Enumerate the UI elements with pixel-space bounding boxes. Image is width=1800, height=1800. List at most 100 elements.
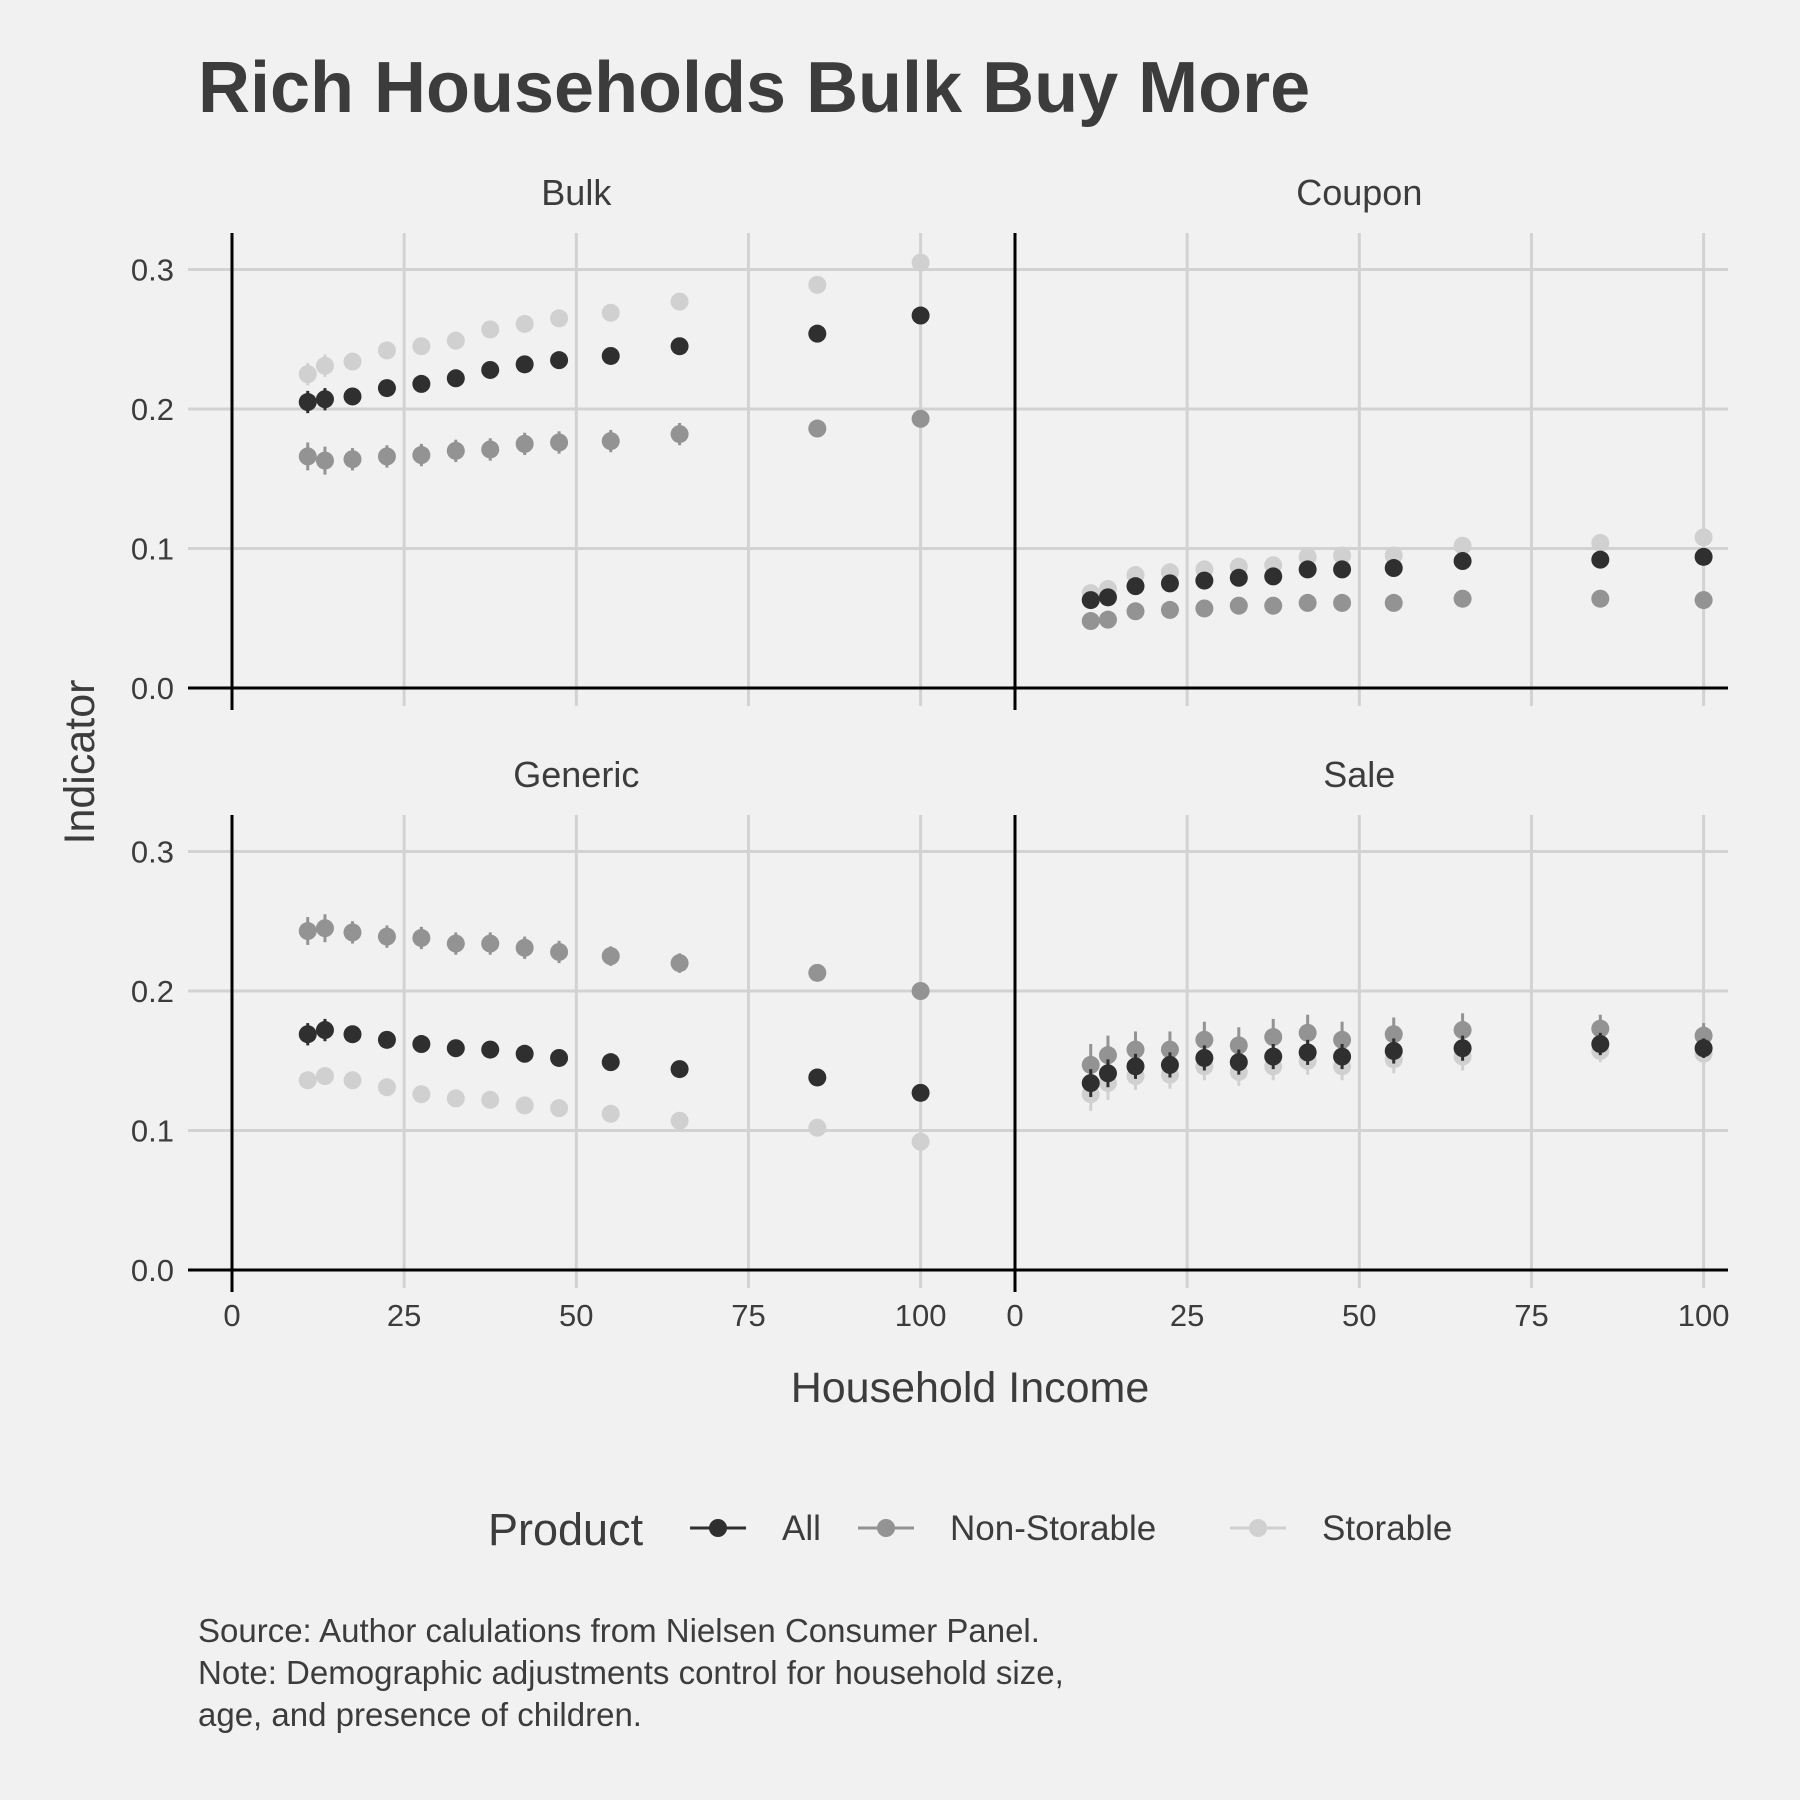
data-point xyxy=(808,324,827,343)
data-point xyxy=(515,314,534,333)
data-point xyxy=(550,1099,569,1118)
data-point xyxy=(1453,552,1472,571)
legend-label: Storable xyxy=(1322,1509,1452,1548)
legend-item-storable: Storable xyxy=(1230,1509,1452,1548)
data-point xyxy=(315,356,334,375)
legend-key-point xyxy=(877,1519,895,1537)
data-point xyxy=(343,1071,362,1090)
data-point xyxy=(1591,550,1610,569)
series-non-storable xyxy=(298,914,930,1000)
data-point xyxy=(550,1048,569,1067)
legend-item-non-storable: Non-Storable xyxy=(858,1509,1156,1548)
data-point xyxy=(1081,1055,1100,1074)
data-point xyxy=(601,1104,620,1123)
data-point xyxy=(446,369,465,388)
data-point xyxy=(1591,533,1610,552)
data-point xyxy=(315,1067,334,1086)
data-point xyxy=(515,1044,534,1063)
data-point xyxy=(1195,599,1214,618)
series-all xyxy=(298,306,930,414)
data-point xyxy=(315,919,334,938)
data-point xyxy=(377,447,396,466)
data-point xyxy=(1333,593,1352,612)
data-point xyxy=(1195,1030,1214,1049)
data-point xyxy=(315,451,334,470)
data-point xyxy=(412,1085,431,1104)
data-point xyxy=(1384,546,1403,565)
data-point xyxy=(1126,1040,1145,1059)
y-tick-label: 0.0 xyxy=(131,671,174,706)
data-point xyxy=(1333,560,1352,579)
series-storable xyxy=(298,1067,930,1151)
data-point xyxy=(1126,577,1145,596)
legend-title: Product xyxy=(488,1504,644,1555)
data-point xyxy=(515,1096,534,1115)
data-point xyxy=(1298,1043,1317,1062)
data-point xyxy=(1694,547,1713,566)
data-point xyxy=(446,934,465,953)
panel-sale: Sale 0 25 50 75 100 xyxy=(958,754,1729,1333)
data-point xyxy=(670,425,689,444)
y-tick-label: 0.3 xyxy=(131,253,174,288)
data-point xyxy=(670,292,689,311)
data-point xyxy=(1298,560,1317,579)
data-point xyxy=(1333,1030,1352,1049)
data-point xyxy=(515,434,534,453)
legend-item-all: All xyxy=(690,1509,821,1548)
data-point xyxy=(670,1060,689,1079)
legend-label: All xyxy=(782,1509,821,1548)
legend-label: Non-Storable xyxy=(950,1509,1156,1548)
panel-bulk: Bulk 0.0 0.1 0.2 0.3 xyxy=(131,172,958,710)
data-point xyxy=(1694,1039,1713,1058)
data-point xyxy=(343,450,362,469)
data-point xyxy=(1126,602,1145,621)
data-point xyxy=(1098,1046,1117,1065)
data-point xyxy=(1160,1040,1179,1059)
x-tick-label: 25 xyxy=(1170,1298,1204,1333)
series-non-storable xyxy=(1081,589,1713,631)
data-point xyxy=(446,1039,465,1058)
data-point xyxy=(343,1025,362,1044)
data-point xyxy=(481,440,500,459)
data-point xyxy=(1333,1047,1352,1066)
data-point xyxy=(1264,1028,1283,1047)
series-storable xyxy=(298,253,930,386)
data-point xyxy=(481,320,500,339)
series-all xyxy=(1081,547,1713,610)
data-point xyxy=(298,365,317,384)
series-all xyxy=(298,1018,930,1102)
data-point xyxy=(343,923,362,942)
data-point xyxy=(515,355,534,374)
y-tick-label: 0.0 xyxy=(131,1253,174,1288)
data-point xyxy=(1298,1023,1317,1042)
data-point xyxy=(315,1021,334,1040)
data-point xyxy=(298,922,317,941)
data-point xyxy=(601,947,620,966)
series-non-storable xyxy=(298,409,930,475)
x-tick-label: 0 xyxy=(1006,1298,1023,1333)
data-point xyxy=(601,432,620,451)
y-axis-title: Indicator xyxy=(56,680,104,845)
data-point xyxy=(481,934,500,953)
data-point xyxy=(808,963,827,982)
data-point xyxy=(1081,1074,1100,1093)
data-point xyxy=(412,446,431,465)
data-point xyxy=(808,419,827,438)
data-point xyxy=(412,337,431,356)
x-axis-title: Household Income xyxy=(791,1364,1150,1412)
series-all xyxy=(1081,1032,1713,1098)
data-point xyxy=(377,379,396,398)
data-point xyxy=(1298,593,1317,612)
data-point xyxy=(1098,588,1117,607)
y-tick-label: 0.1 xyxy=(131,532,174,567)
facet-panels: Bulk 0.0 0.1 0.2 0.3 Coupon Generic 0.0 0.1 0.2 0.… xyxy=(131,172,1730,1333)
data-point xyxy=(1081,612,1100,631)
data-point xyxy=(1591,589,1610,608)
data-point xyxy=(1229,1036,1248,1055)
data-point xyxy=(1264,567,1283,586)
data-point xyxy=(808,1068,827,1087)
data-point xyxy=(1126,1057,1145,1076)
data-point xyxy=(550,309,569,328)
data-point xyxy=(911,409,930,428)
